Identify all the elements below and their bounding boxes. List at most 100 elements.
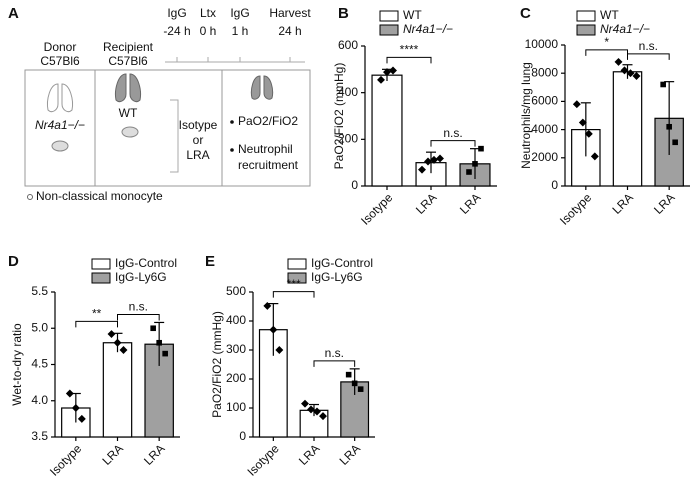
treatment: LRA [186,148,209,162]
legend-label: IgG-Control [115,256,177,270]
data-point [313,407,321,416]
data-point [672,139,678,146]
panel-label: A [8,5,19,22]
data-point [162,350,168,357]
data-point [590,152,599,161]
legend-label: Nr4a1−/− [403,22,453,36]
treatment: Isotype [179,118,218,132]
y-tick-label: 0 [551,178,558,192]
donor-lung [47,83,73,113]
data-point [436,154,444,163]
readout: recruitment [238,158,299,172]
legend-text: Non-classical monocyte [36,189,163,203]
x-tick-label: LRA [296,441,322,467]
timeline-time: 1 h [232,24,249,38]
x-tick-label: LRA [337,441,363,467]
x-tick-label: LRA [141,441,167,467]
significance-label: n.s. [639,39,658,53]
data-point [472,161,478,167]
y-tick-label: 400 [338,85,358,99]
data-point [156,339,162,346]
bar [102,342,133,438]
monocyte-icon [27,194,33,200]
x-tick-label: LRA [651,190,677,216]
y-tick-label: 10000 [525,37,559,51]
y-tick-label: 4000 [531,122,558,136]
data-point [269,325,278,334]
y-tick-label: 200 [226,371,246,385]
data-point [572,100,581,109]
data-point [275,346,284,354]
y-tick-label: 5.0 [31,320,48,334]
y-tick-label: 4.0 [31,393,48,407]
timeline-time: -24 h [163,24,190,38]
x-tick-label: Isotype [358,190,395,227]
data-point [345,371,352,378]
recipient: Recipient [103,40,154,54]
readout: PaO2/FiO2 [238,114,298,128]
legend-label: IgG-Ly6G [311,270,363,284]
y-tick-label: 5.5 [31,284,48,298]
significance-bracket [272,291,315,298]
y-tick-label: 300 [226,342,246,356]
y-axis-label: PaO2/FiO2 (mmHg) [332,63,346,170]
panel-label: B [338,5,349,22]
timeline-time: 24 h [278,24,301,38]
y-tick-label: 200 [338,132,358,146]
significance-bracket [386,56,432,64]
x-tick-label: Isotype [244,441,281,478]
chart: D 3.5 4.0 4.5 5.0 5.5 Wet-to-dry ratio Isotype L… [8,253,180,479]
recipient-strain: C57Bl6 [108,54,148,68]
y-tick-label: 3.5 [31,429,48,443]
legend-swatch [91,272,111,284]
y-tick-label: 4.5 [31,357,48,371]
data-point [478,145,484,152]
significance-bracket [313,360,356,367]
legend-swatch [379,24,399,36]
mouse [121,126,139,138]
significance-bracket [430,140,476,147]
legend-label: Nr4a1−/− [600,22,650,36]
y-tick-label: 600 [338,38,358,52]
bracket [170,99,179,173]
data-point [418,165,426,174]
data-point [307,405,315,414]
bullet [230,148,234,152]
data-point [263,301,272,310]
significance-bracket [627,53,670,60]
data-point [301,399,309,408]
bullet [230,120,234,124]
panel-label: D [8,253,19,270]
y-tick-label: 2000 [531,150,558,164]
legend-swatch [91,258,111,270]
panel-label: C [520,5,531,22]
data-point [430,155,438,164]
significance-bracket [75,320,118,328]
significance-label: ** [92,306,102,320]
bar [612,71,643,187]
y-axis-label: PaO2/FiO2 (mmHg) [210,311,224,418]
y-tick-label: 100 [226,400,246,414]
panel-a: A IgG -24 h Ltx 0 h IgG 1 h Harvest 24 h… [8,5,311,203]
y-tick-label: 0 [239,429,246,443]
significance-label: *** [287,277,301,291]
x-tick-label: LRA [457,190,483,216]
significance-label: **** [400,43,419,57]
bar [371,74,403,187]
legend-swatch [287,258,307,270]
y-axis-label: Wet-to-dry ratio [10,323,24,406]
y-tick-label: 500 [226,284,246,298]
lung [250,75,274,100]
significance-label: n.s. [443,126,462,140]
timeline-agent: IgG [167,6,186,20]
data-point [660,81,666,88]
x-tick-label: LRA [99,441,125,467]
readout: Neutrophil [238,142,293,156]
legend-swatch [379,10,399,22]
data-point [614,57,623,66]
chart: B 0 200 400 600 PaO2/FiO2 (mmHg) Isotype LRA LRA… [332,5,497,228]
panel-label: E [205,253,215,270]
significance-label: n.s. [129,300,148,314]
significance-bracket [585,49,628,56]
